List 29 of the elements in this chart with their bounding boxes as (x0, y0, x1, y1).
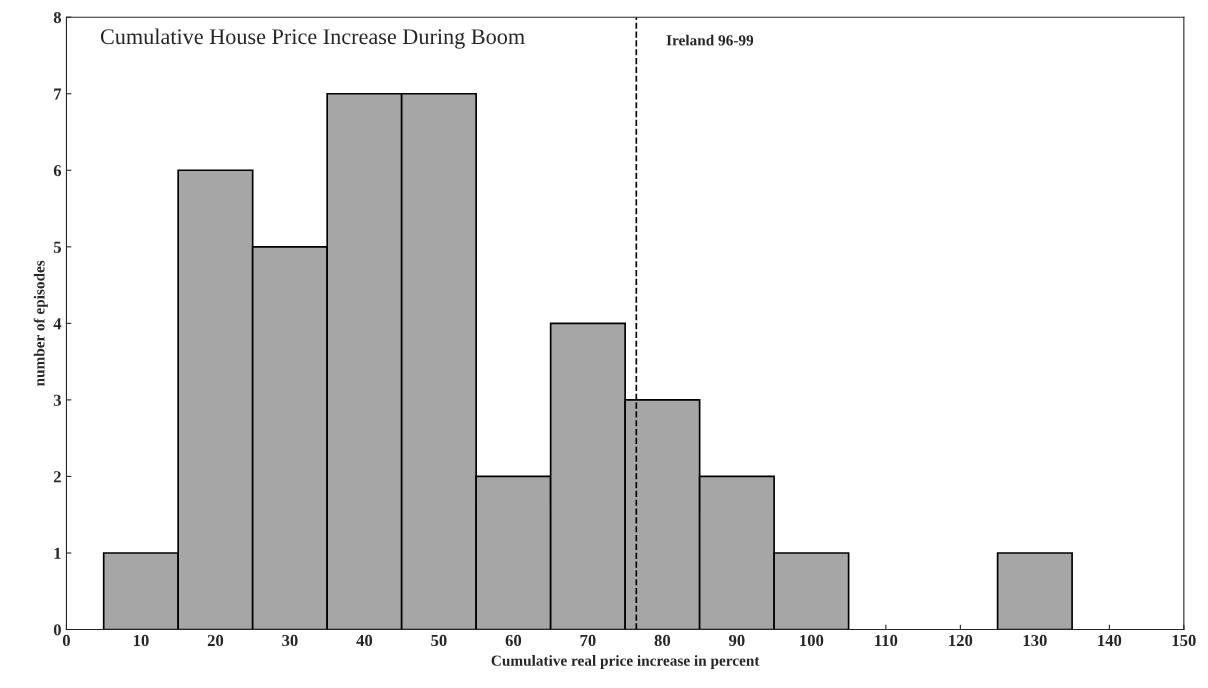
x-tick-label: 10 (133, 634, 149, 647)
x-tick-label: 70 (580, 634, 596, 647)
x-tick-label: 110 (875, 634, 898, 647)
y-tick-label: 6 (53, 165, 62, 177)
x-tick-label: 90 (729, 634, 745, 647)
x-tick-label: 140 (1098, 634, 1122, 647)
x-tick-label: 150 (1172, 634, 1196, 647)
chart-title: Cumulative House Price Increase During Boom (100, 28, 525, 49)
x-tick-label: 50 (431, 634, 447, 647)
x-tick-label: 0 (62, 634, 70, 647)
y-tick-label: 3 (53, 394, 62, 406)
y-axis-title: number of episodes (33, 260, 48, 387)
x-tick-label: 80 (654, 634, 671, 647)
y-tick-label: 1 (54, 547, 61, 559)
y-tick-label: 4 (53, 318, 62, 330)
y-tick-label: 8 (53, 11, 62, 24)
x-tick-label: 20 (207, 634, 224, 647)
y-tick-label: 2 (53, 471, 61, 483)
x-tick-label: 30 (282, 634, 298, 647)
y-tick-label: 7 (54, 88, 62, 100)
x-axis-title: Cumulative real price increase in percent (491, 655, 760, 669)
x-tick-label: 120 (949, 634, 973, 647)
y-tick-label: 5 (53, 241, 61, 253)
x-tick-label: 100 (800, 634, 824, 647)
x-tick-label: 60 (505, 634, 522, 647)
x-tick-label: 40 (356, 634, 373, 647)
x-tick-label: 130 (1023, 634, 1047, 647)
ref-line-label: Ireland 96-99 (666, 34, 754, 46)
y-tick-label: 0 (53, 624, 61, 636)
